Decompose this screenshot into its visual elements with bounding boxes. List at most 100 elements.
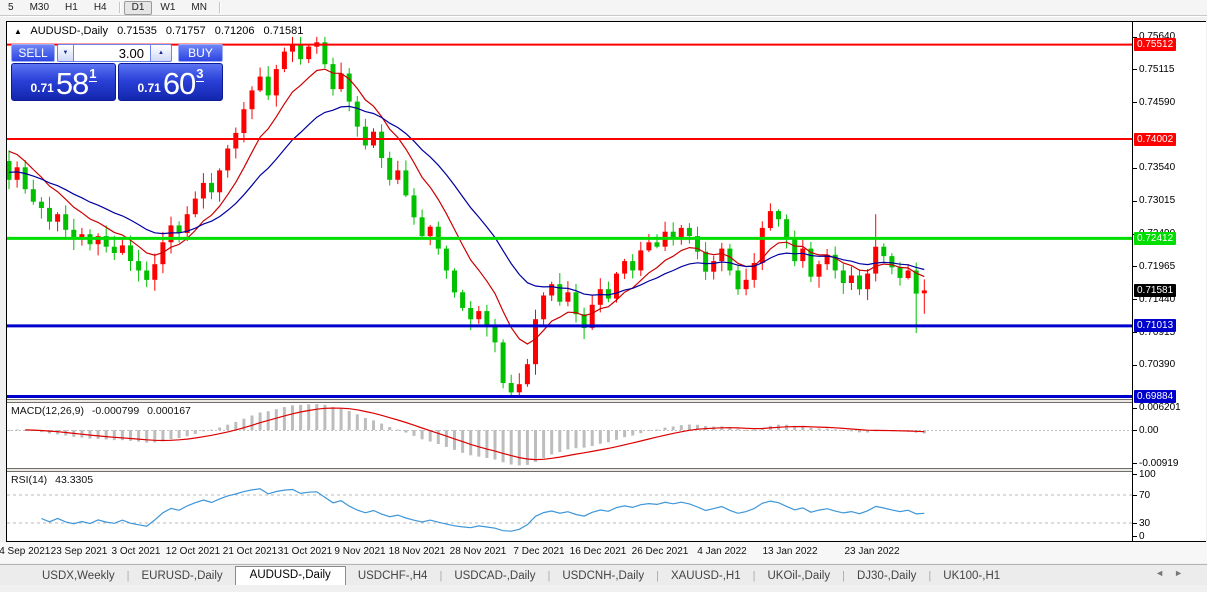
date-label: 9 Nov 2021 [334, 546, 386, 557]
status-strip [0, 585, 1207, 592]
date-label: 23 Sep 2021 [50, 546, 108, 557]
axis-tick [1133, 332, 1137, 333]
date-label: 7 Dec 2021 [513, 546, 565, 557]
chart-tab-usdcaddaily[interactable]: USDCAD-,Daily [454, 570, 536, 582]
tab-divider: | [656, 570, 659, 582]
chart-tab-usdchfh4[interactable]: USDCHF-,H4 [357, 570, 428, 582]
price-tick-label: 0.75115 [1139, 63, 1175, 75]
chart-tab-bar: ◄► USDX,Weekly | EURUSD-,Daily AUDUSD-,Dail… [0, 564, 1207, 585]
timeframe-button-5[interactable]: 5 [8, 2, 14, 13]
price-tick-label: 0.71965 [1139, 260, 1176, 272]
volume-input[interactable]: 3.00 [73, 44, 151, 62]
tab-scroll-arrows[interactable]: ◄► [1155, 568, 1193, 578]
one-click-trading-panel: 0.71 58 1 0.71 60 3 SELL ▼ 3.00 ▲ BUY [11, 44, 223, 101]
rsi-pane-header: RSI(14) 43.3305 [11, 474, 98, 486]
tab-divider: | [842, 570, 845, 582]
current-price-label: 0.71581 [1134, 283, 1177, 297]
macd-tick-label: -0.00919 [1139, 457, 1179, 469]
date-label: 28 Nov 2021 [449, 546, 507, 557]
date-label: 21 Oct 2021 [222, 546, 278, 557]
buy-price-big: 60 [162, 66, 196, 102]
macd-main-value: -0.000799 [91, 405, 140, 417]
chart-window: ▲ AUDUSD-,Daily 0.71535 0.71757 0.71206 … [6, 21, 1206, 542]
buy-price-sup: 3 [196, 66, 204, 83]
macd-pane-header: MACD(12,26,9) -0.000799 0.000167 [11, 405, 196, 417]
macd-signal-value: 0.000167 [147, 405, 191, 417]
price-chart[interactable] [7, 22, 1132, 541]
chart-tab-eurusddaily[interactable]: EURUSD-,Daily [141, 570, 223, 582]
price-tick-label: 0.71440 [1139, 293, 1176, 305]
axis-tick [1133, 36, 1137, 38]
sell-price-panel[interactable]: 0.71 58 1 [11, 63, 116, 101]
timeframe-toolbar: 5 M30 H1 H4 D1 W1 MN [0, 0, 1207, 16]
tab-scroll-left-icon[interactable]: ◄ [1155, 568, 1175, 578]
price-line-label: 0.74002 [1134, 132, 1177, 146]
chart-tab-uk100h1[interactable]: UK100-,H1 [943, 570, 1001, 582]
chart-tab-audusddaily[interactable]: AUDUSD-,Daily [234, 566, 346, 585]
tab-scroll-right-icon[interactable]: ► [1174, 568, 1193, 578]
ohlc-low: 0.71206 [214, 25, 255, 37]
date-label: 3 Oct 2021 [111, 546, 161, 557]
timeframe-button-MN[interactable]: MN [191, 2, 207, 13]
date-label: 18 Nov 2021 [388, 546, 446, 557]
buy-price-panel[interactable]: 0.71 60 3 [118, 63, 223, 101]
axis-tick [1133, 407, 1137, 409]
chart-tab-xauusdh1[interactable]: XAUUSD-,H1 [670, 570, 741, 582]
buy-price-prefix: 0.71 [137, 81, 161, 95]
tab-divider: | [752, 570, 756, 582]
ohlc-close: 0.71581 [263, 25, 304, 37]
price-tick-label: 0.73540 [1139, 162, 1176, 174]
macd-tick-label: 0.00 [1139, 424, 1159, 436]
tab-divider: | [439, 570, 443, 582]
price-line-label: 0.75512 [1134, 38, 1177, 52]
rsi-tick-label: 0 [1139, 530, 1145, 542]
macd-tick-label: 0.006201 [1139, 402, 1181, 414]
volume-increase-icon[interactable]: ▲ [150, 44, 172, 62]
price-axis: 0.75640 0.75115 0.74590 0.73540 0.73015 0.724… [1132, 22, 1206, 542]
axis-tick [1133, 364, 1137, 366]
axis-tick [1133, 299, 1137, 301]
rsi-tick-label: 30 [1139, 517, 1151, 529]
tab-divider: | [928, 570, 932, 582]
axis-tick [1133, 463, 1137, 465]
timeframe-button-H1[interactable]: H1 [65, 2, 78, 13]
axis-tick [1133, 430, 1137, 431]
axis-tick [1133, 167, 1137, 169]
timeframe-button-W1[interactable]: W1 [160, 2, 176, 13]
toolbar-divider [218, 2, 220, 13]
axis-tick [1133, 495, 1137, 496]
rsi-value: 43.3305 [55, 474, 94, 486]
price-tick-label: 0.74590 [1139, 96, 1176, 108]
axis-tick [1133, 266, 1137, 268]
toolbar-divider [118, 2, 120, 13]
tab-divider: | [126, 570, 130, 582]
rsi-label: RSI(14) [11, 474, 48, 486]
buy-button[interactable]: BUY [178, 44, 223, 62]
chart-tab-usdxweekly[interactable]: USDX,Weekly [42, 570, 115, 582]
price-tick-label: 0.70390 [1139, 359, 1176, 371]
date-label: 14 Sep 2021 [0, 546, 51, 557]
chart-tab-usdcnhdaily[interactable]: USDCNH-,Daily [562, 570, 645, 582]
timeframe-button-D1[interactable]: D1 [123, 0, 153, 15]
date-label: 26 Dec 2021 [631, 546, 689, 557]
volume-decrease-icon[interactable]: ▼ [57, 44, 74, 62]
chart-header: ▲ AUDUSD-,Daily 0.71535 0.71757 0.71206 … [14, 25, 309, 37]
chart-tab-ukoildaily[interactable]: UKOil-,Daily [767, 570, 831, 582]
sell-price-big: 58 [55, 66, 89, 102]
date-label: 13 Jan 2022 [762, 546, 818, 557]
axis-tick [1133, 200, 1137, 202]
axis-tick [1133, 69, 1137, 71]
macd-label: MACD(12,26,9) [11, 405, 84, 417]
price-line-label: 0.72412 [1134, 231, 1177, 245]
rsi-tick-label: 70 [1139, 489, 1151, 501]
date-label: 31 Oct 2021 [277, 546, 333, 557]
sell-button[interactable]: SELL [11, 44, 55, 62]
chart-tab-dj30daily[interactable]: DJ30-,Daily [856, 570, 917, 582]
timeframe-button-M30[interactable]: M30 [29, 2, 50, 13]
price-tick-label: 0.73015 [1139, 195, 1176, 207]
timeframe-button-H4[interactable]: H4 [93, 2, 107, 13]
collapse-panel-icon[interactable]: ▲ [14, 27, 22, 36]
axis-tick [1133, 523, 1137, 524]
date-label: 23 Jan 2022 [844, 546, 900, 557]
